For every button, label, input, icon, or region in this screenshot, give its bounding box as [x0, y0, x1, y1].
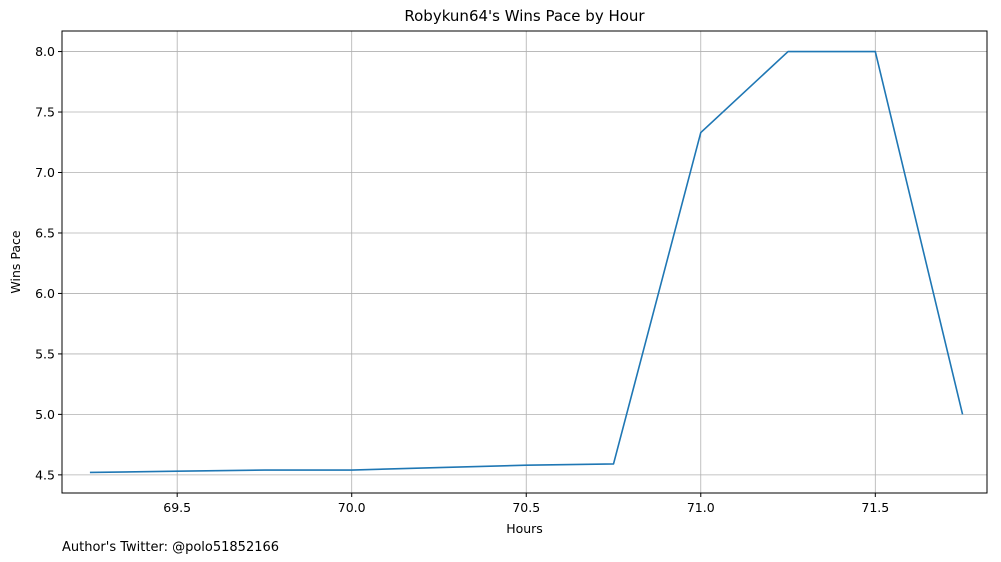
x-tick-label: 70.5 — [512, 500, 540, 515]
x-gridlines — [176, 31, 876, 493]
y-tick-label: 6.5 — [35, 225, 55, 240]
x-tick-label: 70.0 — [338, 500, 366, 515]
y-tick-label: 5.5 — [35, 346, 55, 361]
y-tick-label: 8.0 — [35, 44, 55, 59]
y-tick-label: 7.5 — [35, 105, 55, 120]
x-tick-label: 71.5 — [861, 500, 889, 515]
y-tick-label: 7.0 — [35, 165, 55, 180]
x-tick-label: 69.5 — [163, 500, 191, 515]
y-ticks: 4.5 5.0 5.5 6.0 6.5 7.0 7.5 8.0 — [35, 44, 62, 482]
y-axis-label: Wins Pace — [8, 230, 23, 293]
x-tick-label: 71.0 — [687, 500, 715, 515]
chart-title: Robykun64's Wins Pace by Hour — [404, 7, 645, 25]
y-tick-label: 4.5 — [35, 467, 55, 482]
y-tick-label: 5.0 — [35, 407, 55, 422]
series-layer — [89, 50, 964, 474]
x-ticks: 69.5 70.0 70.5 71.0 71.5 — [163, 493, 889, 515]
plot-frame — [61, 30, 988, 494]
author-footnote: Author's Twitter: @polo51852166 — [62, 540, 279, 555]
y-tick-label: 6.0 — [35, 286, 55, 301]
x-axis-label: Hours — [506, 521, 543, 536]
series-line — [89, 50, 964, 474]
y-gridlines — [62, 51, 987, 476]
